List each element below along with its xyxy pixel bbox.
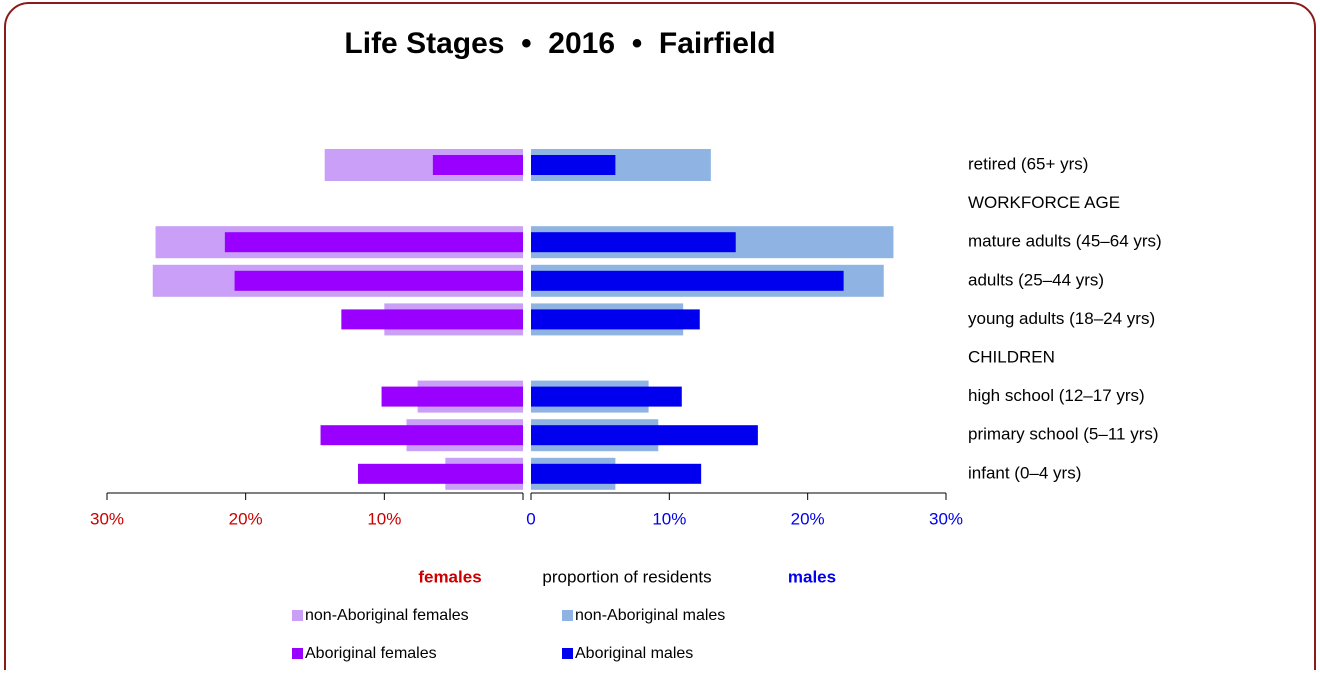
category-label: retired (65+ yrs) [968,154,1088,173]
right-axis-label: males [788,567,836,586]
bar [531,270,844,291]
x-tick-label: 10% [367,509,401,528]
bar [320,425,523,446]
legend-label: non-Aboriginal males [575,607,725,624]
bar [531,425,758,446]
bar [234,270,523,291]
bar [432,155,523,175]
x-tick-label: 20% [229,509,263,528]
legend-swatch [292,610,303,621]
x-axis-label: proportion of residents [542,567,711,586]
bar [531,155,616,175]
category-label: CHILDREN [968,347,1055,366]
category-label: high school (12–17 yrs) [968,386,1145,405]
bar [531,463,702,484]
category-label: primary school (5–11 yrs) [968,425,1159,444]
x-tick-label: 30% [90,509,124,528]
legend-swatch [292,648,303,659]
chart-title: Life Stages • 2016 • Fairfield [344,27,775,60]
legend-swatch [562,648,573,659]
legend-label: non-Aboriginal females [305,607,469,624]
legend-label: Aboriginal males [575,645,693,662]
x-tick-label: 20% [791,509,825,528]
x-tick-label: 0 [526,509,535,528]
bar [531,232,736,253]
category-label: young adults (18–24 yrs) [968,309,1155,328]
legend-label: Aboriginal females [305,645,437,662]
legend-swatch [562,610,573,621]
bar [531,386,682,407]
category-label: mature adults (45–64 yrs) [968,232,1162,251]
left-axis-label: females [418,567,481,586]
bar [357,463,523,484]
bar [381,386,523,407]
category-label: adults (25–44 yrs) [968,270,1104,289]
category-label: WORKFORCE AGE [968,193,1120,212]
bar [341,309,523,330]
x-tick-label: 30% [929,509,963,528]
category-label: infant (0–4 yrs) [968,463,1081,482]
bar [531,309,700,330]
bar [224,232,523,253]
x-tick-label: 10% [652,509,686,528]
